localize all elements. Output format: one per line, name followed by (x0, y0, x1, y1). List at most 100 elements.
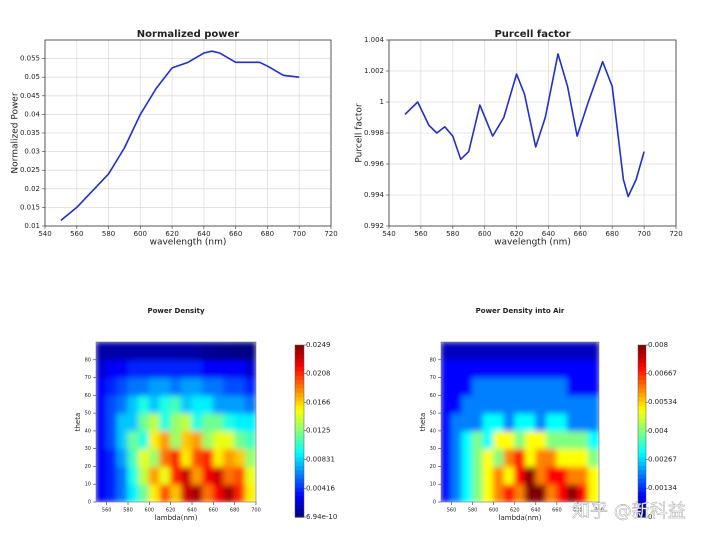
colorbar-segment (638, 504, 646, 509)
colorbar-segment (295, 366, 304, 372)
heatmap-cell (461, 359, 474, 379)
x-tick-label: 640 (542, 230, 555, 238)
heatmap-cell (212, 394, 225, 414)
heatmap-cell (106, 377, 118, 396)
heatmap-cell (514, 465, 526, 485)
colorbar-segment (638, 448, 646, 454)
heatmap-cell (96, 483, 108, 502)
heatmap-cell (234, 412, 246, 432)
heatmap-cell (587, 412, 599, 432)
heatmap-cell (116, 359, 129, 379)
x-tick-label: 540 (38, 230, 51, 238)
colorbar-label: 0.00134 (648, 484, 677, 492)
heatmap-cell (503, 448, 516, 467)
heatmap-cell (170, 359, 182, 379)
y-tick-label: 1.002 (364, 67, 384, 75)
colorbar-segment (295, 409, 304, 415)
y-tick-label: 0.05 (24, 73, 40, 81)
heatmap-cell (545, 412, 558, 432)
x-tick-label: 580 (123, 508, 133, 514)
heatmap-cell (577, 448, 589, 467)
colorbar-segment (638, 431, 646, 436)
heatmap-cell (514, 359, 526, 379)
colorbar-segment (638, 452, 646, 458)
heatmap-cell (482, 430, 495, 450)
x-axis-label: lambda(nm) (155, 514, 198, 522)
colorbar-segment (295, 362, 304, 368)
x-tick-label: 600 (478, 230, 491, 238)
colorbar-segment (638, 482, 646, 488)
heatmap-cell (223, 359, 236, 379)
heatmap-cells (96, 342, 256, 502)
heatmap-cell (212, 412, 225, 432)
heatmap-cell (202, 483, 214, 502)
heatmap-cell (159, 394, 172, 414)
heatmap-cell (148, 359, 161, 379)
heatmap-cell (472, 448, 484, 467)
heatmap-cell (556, 483, 568, 502)
heatmap-cell (127, 412, 140, 432)
heatmap-cell (577, 412, 589, 432)
heatmap-cell (535, 483, 547, 502)
heatmap-cell (566, 377, 579, 396)
heatmap-cell (180, 342, 193, 361)
heatmap-cell (524, 359, 537, 379)
x-tick-label: 560 (414, 230, 427, 238)
colorbar-segment (638, 465, 646, 471)
heatmap-cell (191, 430, 204, 450)
heatmap-cell (482, 394, 495, 414)
y-tick-label: 0.02 (24, 185, 40, 193)
heatmap-cell (566, 465, 579, 485)
y-tick-label: 60 (430, 393, 436, 399)
heatmap-cell (202, 430, 214, 450)
colorbar-segment (295, 439, 304, 445)
colorbar-segment (638, 409, 646, 415)
heatmap-cell (202, 394, 214, 414)
heatmap-cell (180, 394, 193, 414)
heatmap-cell (535, 412, 547, 432)
colorbar-segment (295, 388, 304, 393)
x-tick-label: 640 (187, 508, 197, 514)
heatmap-cell (514, 394, 526, 414)
heatmap-cell (587, 430, 599, 450)
heatmap-cell (116, 430, 129, 450)
heatmap-cell (524, 394, 537, 414)
y-tick-label: 1.004 (364, 36, 385, 44)
colorbar-segment (638, 426, 646, 432)
y-tick-label: 80 (430, 357, 436, 363)
heatmap-cell (587, 394, 599, 414)
heatmap-cell (106, 483, 118, 502)
heatmap-cell (493, 430, 505, 450)
colorbar-label: 0.004 (648, 427, 669, 435)
heatmap-cell (148, 465, 161, 485)
heatmap-cell (138, 394, 150, 414)
heatmap-cell (577, 394, 589, 414)
y-tick-label: 70 (85, 375, 91, 381)
y-tick-label: 0 (88, 500, 91, 506)
heatmap-cell (482, 359, 495, 379)
heatmap-cell (244, 342, 256, 361)
colorbar-segment (295, 353, 304, 359)
colorbar-segment (295, 499, 304, 505)
heatmap-cell (441, 377, 453, 396)
x-tick-label: 660 (209, 508, 219, 514)
heatmap-cell (587, 359, 599, 379)
heatmap-cell (493, 483, 505, 502)
heatmap-cell (223, 342, 236, 361)
y-tick-label: 40 (430, 428, 436, 434)
x-tick-label: 640 (531, 508, 541, 514)
colorbar-segment (295, 396, 304, 402)
heatmap-cell (212, 342, 225, 361)
heatmap-cell (545, 359, 558, 379)
x-tick-label: 600 (145, 508, 155, 514)
y-tick-label: 20 (430, 464, 436, 470)
heatmap-cell (545, 430, 558, 450)
heatmap-cell (116, 394, 129, 414)
heatmap-cell (127, 430, 140, 450)
x-axis-label: wavelength (nm) (494, 238, 571, 248)
colorbar-segment (638, 512, 646, 518)
heatmap-cell (191, 448, 204, 467)
y-tick-label: 10 (430, 482, 436, 488)
colorbar-segment (295, 435, 304, 441)
colorbar-segment (638, 499, 646, 505)
